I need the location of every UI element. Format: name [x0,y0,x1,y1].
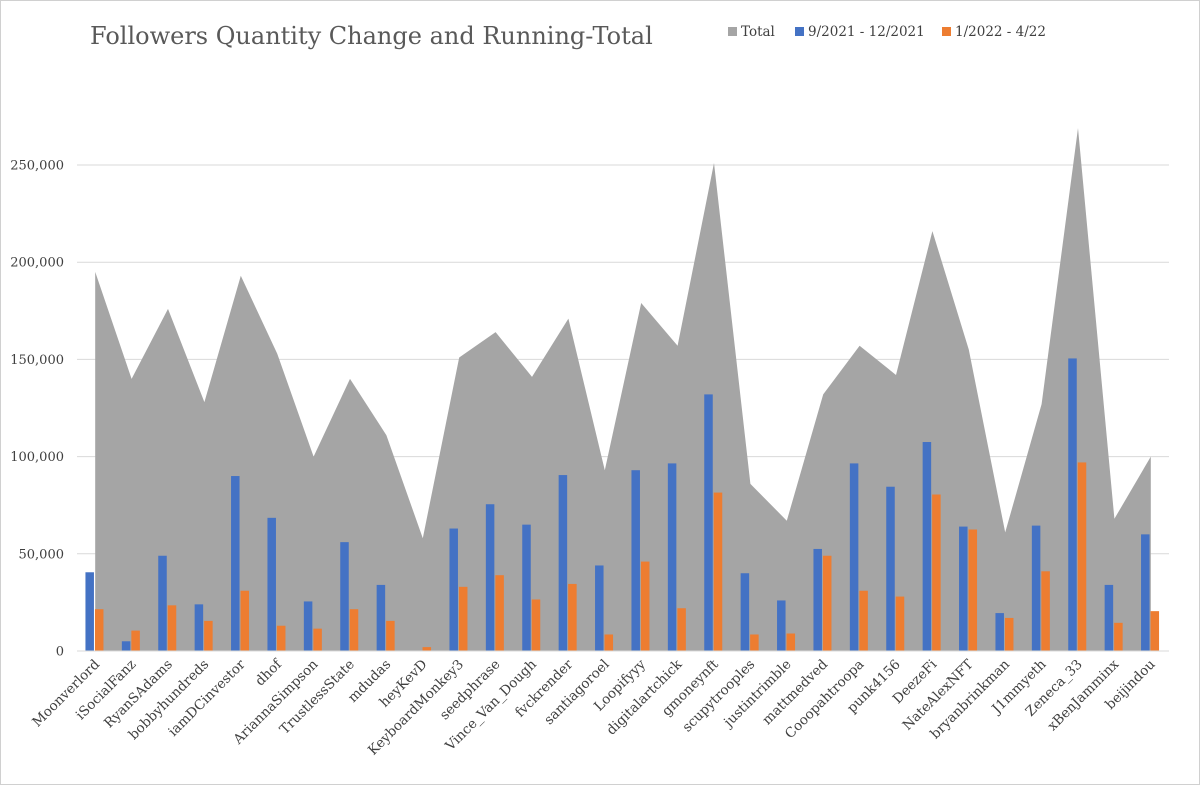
bar-series-1 [376,584,386,651]
bar-series-1 [1141,534,1150,651]
bar-series-1 [631,470,640,651]
bar-series-1 [121,641,131,651]
bar-series-2 [1150,611,1160,651]
y-tick-label: 0 [56,645,64,660]
y-tick-label: 150,000 [10,353,64,368]
bar-series-1 [740,573,750,651]
bar-series-2 [713,492,723,651]
y-tick-label: 50,000 [19,547,65,562]
bar-series-2 [604,634,614,651]
bar-series-1 [704,394,713,651]
x-axis: MoonverlordiSocialFanzRyanSAdamsbobbyhun… [29,650,1169,759]
legend[interactable]: Total 9/2021 - 12/2021 1/2022 - 4/22 [728,24,1046,40]
legend-swatch [795,27,804,36]
bar-series-2 [313,628,322,651]
bar-series-2 [495,575,504,651]
bar-series-1 [194,604,204,651]
bar-series-1 [813,548,822,651]
legend-label: Total [741,24,775,40]
area-total [95,128,1151,652]
bar-series-2 [750,634,759,651]
bar-series-1 [158,555,167,651]
bar-series-1 [667,463,677,651]
bar-series-1 [1068,358,1077,651]
bar-series-1 [231,476,240,651]
bar-series-2 [458,586,468,651]
bar-series-1 [777,600,786,651]
bar-series-1 [995,613,1004,651]
bar-series-1 [1031,525,1041,651]
bar-series-2 [349,609,359,651]
chart-title: Followers Quantity Change and Running-To… [90,22,653,50]
bar-series-1 [449,528,458,651]
bar-series-1 [849,463,859,651]
bar-series-1 [1104,584,1114,651]
bar-series-2 [1114,622,1123,651]
bar-series-2 [822,555,832,651]
bar-series-2 [640,561,650,651]
bar-series-2 [204,620,213,651]
legend-label: 9/2021 - 12/2021 [808,24,925,40]
y-tick-label: 100,000 [10,450,64,465]
legend-swatch [728,27,737,36]
bar-series-1 [959,526,968,651]
bar-series-2 [94,609,104,651]
bar-series [85,358,1160,651]
bar-series-1 [922,442,932,651]
y-axis: 0 50,000 100,000 150,000 200,000 250,000 [10,159,64,660]
bar-series-1 [303,601,313,651]
legend-swatch [942,27,951,36]
y-tick-label: 200,000 [10,256,64,271]
bar-series-2 [677,608,686,651]
bar-series-1 [886,486,895,651]
bar-series-2 [276,625,286,651]
bar-series-2 [859,590,868,651]
bar-series-2 [1041,571,1050,651]
bar-series-1 [267,517,276,651]
bar-series-2 [568,583,577,651]
bar-series-2 [531,599,541,651]
y-tick-label: 250,000 [10,159,64,174]
bar-series-2 [895,596,905,651]
bar-series-1 [558,475,568,651]
bar-series-1 [485,504,495,651]
bar-series-1 [522,524,531,651]
bar-series-2 [240,590,250,651]
bar-series-2 [167,605,177,651]
area-series [95,128,1151,652]
bar-series-2 [422,647,432,651]
x-tick-label: dhof [252,656,286,690]
bar-series-1 [340,542,349,651]
bar-series-2 [131,630,140,651]
bar-series-2 [386,620,395,651]
bar-series-2 [1004,617,1014,651]
bar-series-2 [786,633,796,651]
bar-series-2 [1077,462,1087,651]
bar-series-2 [968,529,978,651]
bar-series-2 [932,494,941,651]
legend-label: 1/2022 - 4/22 [955,24,1046,40]
bar-series-1 [595,565,604,651]
bar-series-1 [85,572,94,651]
